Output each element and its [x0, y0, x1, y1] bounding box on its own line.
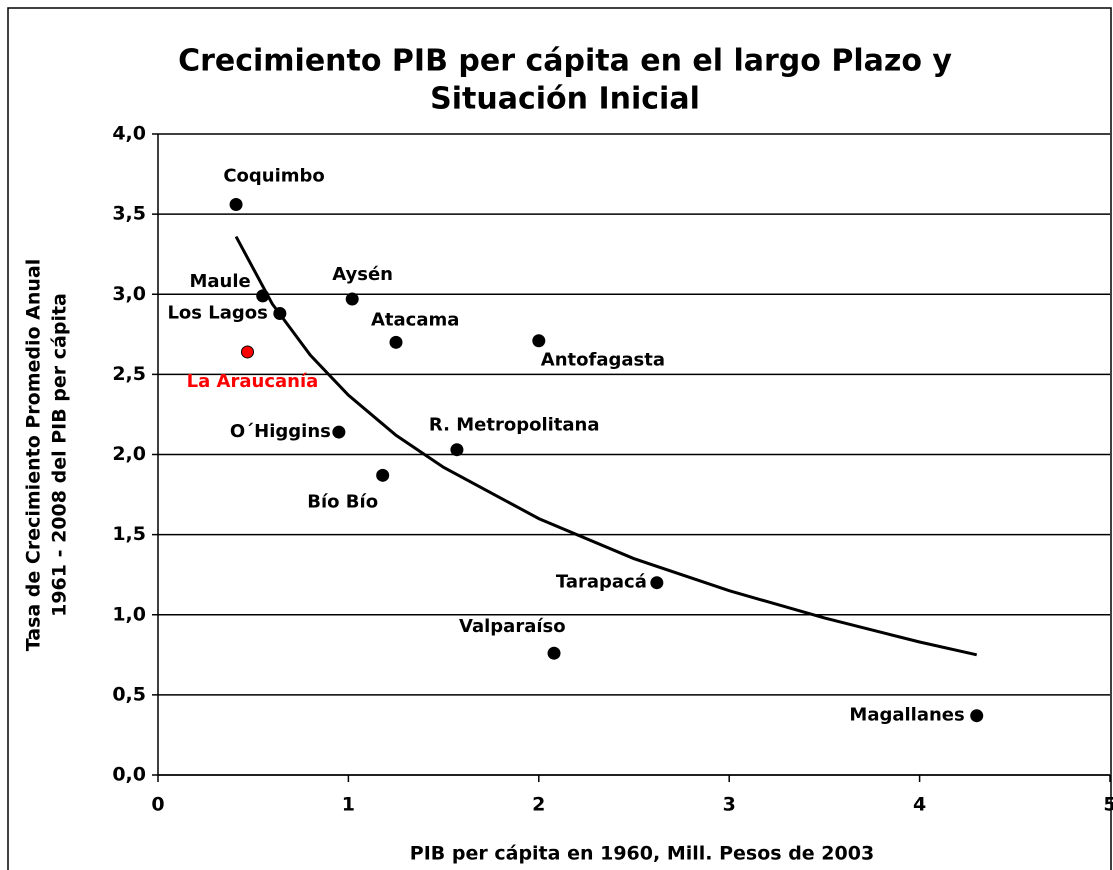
point-label: Maule: [189, 271, 250, 292]
x-axis-label: PIB per cápita en 1960, Mill. Pesos de 2…: [410, 843, 874, 865]
point-label: Aysén: [332, 264, 393, 285]
point: [650, 576, 664, 590]
point: [450, 443, 464, 457]
y-tick-label: 0,0: [112, 764, 146, 786]
x-tick-label: 5: [1103, 794, 1113, 816]
x-tick-label: 0: [151, 794, 164, 816]
y-axis-label: Tasa de Crecimiento Promedio Anual: [23, 259, 45, 652]
y-tick-label: 2,0: [112, 443, 146, 465]
point: [970, 709, 984, 723]
point: [345, 292, 359, 306]
chart-title: Situación Inicial: [430, 82, 700, 117]
chart-frame: [7, 7, 1112, 870]
trend-line: [234, 235, 978, 657]
point: [229, 198, 243, 212]
point-label: Bío Bío: [307, 491, 378, 512]
point: [332, 425, 346, 439]
y-tick-label: 2,5: [112, 363, 146, 385]
point-label: Magallanes: [849, 705, 964, 726]
y-tick-label: 0,5: [112, 683, 146, 705]
y-tick-label: 1,0: [112, 603, 146, 625]
point-label: Antofagasta: [541, 350, 665, 371]
point-label: R. Metropolitana: [429, 415, 600, 436]
y-tick-label: 3,0: [112, 283, 146, 305]
y-tick-label: 3,5: [112, 203, 146, 225]
point-label: Valparaíso: [459, 616, 566, 637]
point-label: Tarapacá: [556, 572, 647, 593]
point-label: O´Higgins: [230, 421, 331, 442]
point: [240, 345, 254, 359]
x-tick-label: 2: [532, 794, 545, 816]
point: [376, 468, 390, 482]
x-tick-label: 4: [913, 794, 926, 816]
point-label: Atacama: [371, 309, 459, 330]
point: [547, 646, 561, 660]
point: [389, 335, 403, 349]
x-tick-label: 3: [723, 794, 736, 816]
y-tick-label: 1,5: [112, 523, 146, 545]
y-axis-label: 1961 - 2008 del PIB per cápita: [49, 293, 71, 617]
x-tick-label: 1: [342, 794, 355, 816]
point-label: Los Lagos: [167, 302, 267, 323]
point: [532, 334, 546, 348]
chart-title: Crecimiento PIB per cápita en el largo P…: [178, 44, 952, 79]
point-label: La Araucanía: [187, 371, 319, 392]
point-label: Coquimbo: [223, 166, 324, 187]
y-tick-label: 4,0: [112, 123, 146, 145]
